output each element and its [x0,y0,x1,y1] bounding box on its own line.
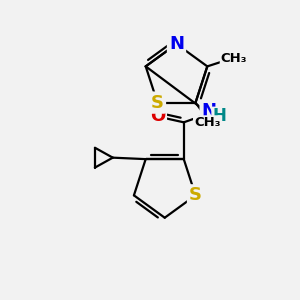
Text: CH₃: CH₃ [221,52,247,65]
Text: N: N [169,35,184,53]
Text: N: N [201,102,216,120]
Text: O: O [150,107,165,125]
Text: H: H [212,107,226,125]
Text: S: S [151,94,164,112]
Text: CH₃: CH₃ [194,116,220,129]
Text: S: S [189,186,202,204]
